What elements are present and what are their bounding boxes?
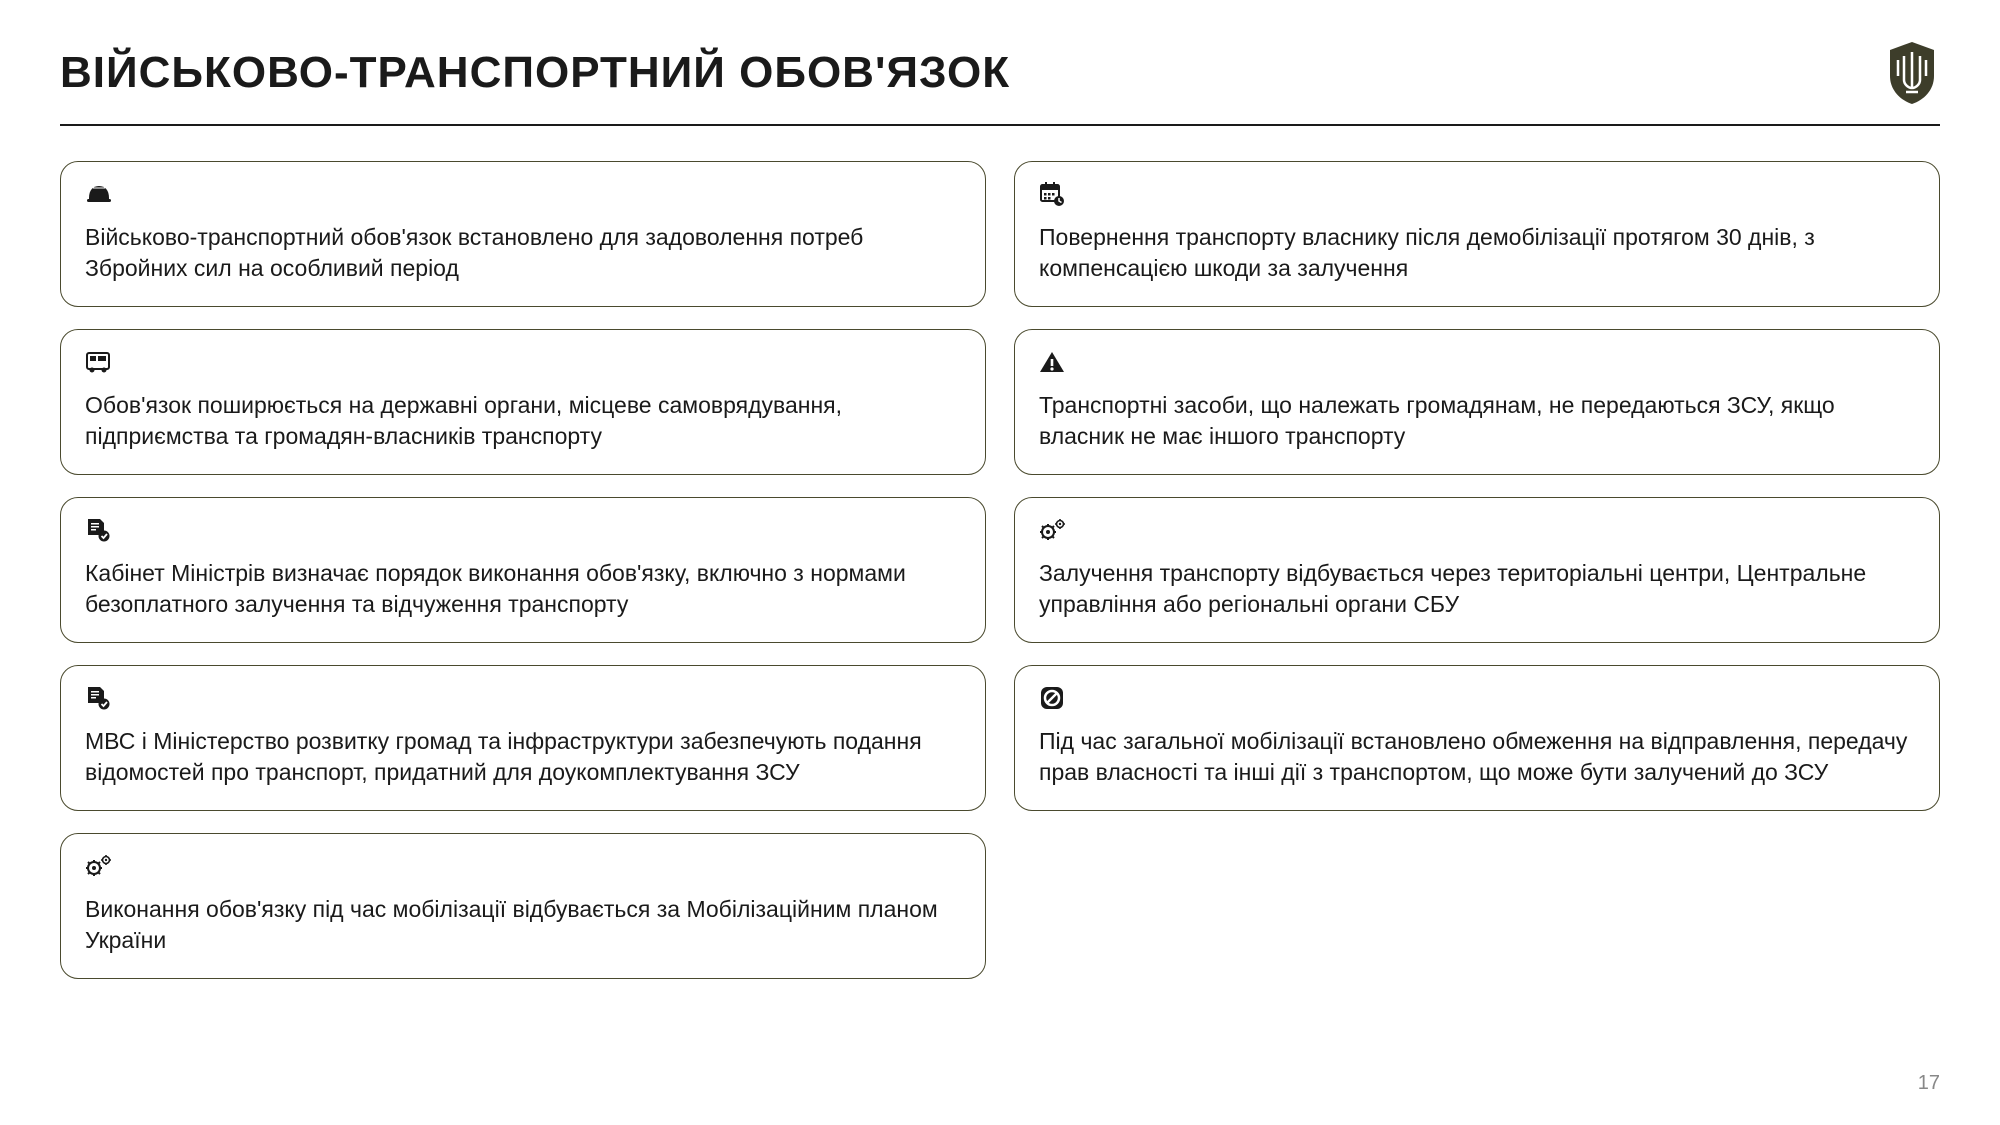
warning-icon	[1039, 348, 1915, 376]
trident-logo	[1884, 40, 1940, 106]
page-number: 17	[1918, 1072, 1940, 1095]
card-text: МВС і Міністерство розвитку громад та ін…	[85, 726, 961, 788]
card: Транспортні засоби, що належать громадян…	[1014, 329, 1940, 475]
doc-check-icon	[85, 516, 961, 544]
card-text: Під час загальної мобілізації встановлен…	[1039, 726, 1915, 788]
card: Залучення транспорту відбувається через …	[1014, 497, 1940, 643]
bus-icon	[85, 348, 961, 376]
header: ВІЙСЬКОВО-ТРАНСПОРТНИЙ ОБОВ'ЯЗОК	[60, 40, 1940, 126]
prohibited-icon	[1039, 684, 1915, 712]
gears-icon	[1039, 516, 1915, 544]
card: Виконання обов'язку під час мобілізації …	[60, 833, 986, 979]
card-text: Повернення транспорту власнику після дем…	[1039, 222, 1915, 284]
gears-icon	[85, 852, 961, 880]
doc-check-icon	[85, 684, 961, 712]
content-columns: Військово-транспортний обов'язок встанов…	[60, 161, 1940, 979]
slide: ВІЙСЬКОВО-ТРАНСПОРТНИЙ ОБОВ'ЯЗОК Військо…	[0, 0, 2000, 1125]
card-text: Залучення транспорту відбувається через …	[1039, 558, 1915, 620]
card: Військово-транспортний обов'язок встанов…	[60, 161, 986, 307]
card: Під час загальної мобілізації встановлен…	[1014, 665, 1940, 811]
card: Кабінет Міністрів визначає порядок викон…	[60, 497, 986, 643]
card-text: Обов'язок поширюється на державні органи…	[85, 390, 961, 452]
card-text: Кабінет Міністрів визначає порядок викон…	[85, 558, 961, 620]
calendar-icon	[1039, 180, 1915, 208]
right-column: Повернення транспорту власнику після дем…	[1014, 161, 1940, 979]
helmet-icon	[85, 180, 961, 208]
left-column: Військово-транспортний обов'язок встанов…	[60, 161, 986, 979]
page-title: ВІЙСЬКОВО-ТРАНСПОРТНИЙ ОБОВ'ЯЗОК	[60, 48, 1010, 98]
card-text: Виконання обов'язку під час мобілізації …	[85, 894, 961, 956]
card-text: Військово-транспортний обов'язок встанов…	[85, 222, 961, 284]
card: МВС і Міністерство розвитку громад та ін…	[60, 665, 986, 811]
card: Обов'язок поширюється на державні органи…	[60, 329, 986, 475]
card: Повернення транспорту власнику після дем…	[1014, 161, 1940, 307]
card-text: Транспортні засоби, що належать громадян…	[1039, 390, 1915, 452]
